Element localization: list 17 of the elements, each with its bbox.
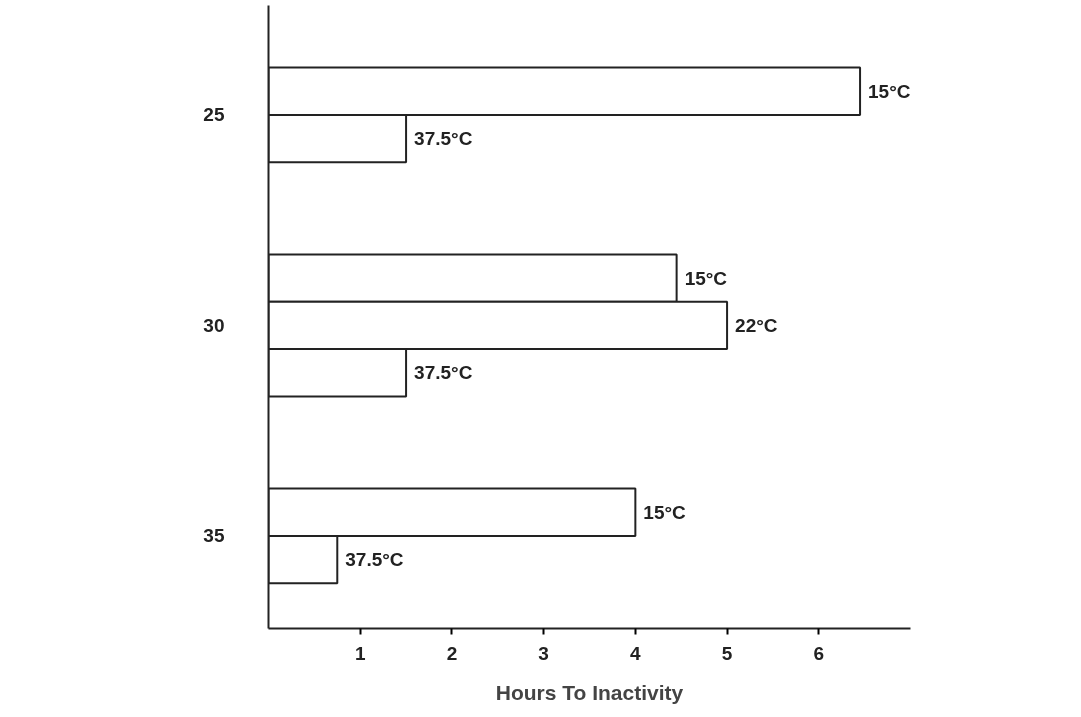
text: 37.5°C	[414, 362, 473, 384]
x-tick-label: 5	[721, 642, 733, 664]
text: 15°C	[684, 267, 728, 289]
y-tick-label: 30	[203, 314, 225, 336]
y-tick-label: 25	[203, 104, 225, 126]
x-tick-label: 3	[538, 642, 549, 664]
text: 15°C	[643, 501, 686, 523]
x-axis-title: Hours To Inactivity	[495, 680, 684, 704]
y-tick-label: 35	[203, 525, 225, 547]
series-label: 37.5°C	[414, 128, 473, 150]
series-label: 15°C	[868, 80, 911, 102]
text: 37.5°C	[345, 549, 404, 571]
x-tick-label: 6	[813, 642, 825, 664]
x-tick-label: 4	[630, 642, 642, 664]
x-tick-label: 1	[354, 642, 366, 664]
series-label: 22°C	[735, 314, 778, 336]
x-tick-label: 2	[446, 642, 458, 664]
